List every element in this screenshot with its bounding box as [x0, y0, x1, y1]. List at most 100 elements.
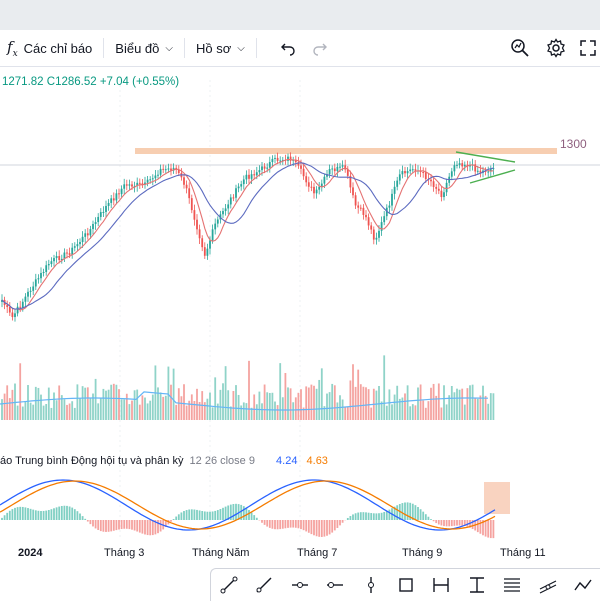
candle-body: [225, 208, 227, 211]
candle-body: [113, 198, 115, 200]
macd-histogram-bar: [61, 506, 63, 520]
macd-histogram-bar: [407, 502, 409, 520]
candle-body: [446, 183, 448, 192]
volume-bar: [227, 390, 229, 420]
macd-histogram-bar: [43, 511, 45, 520]
price-range-icon[interactable]: [429, 573, 453, 597]
volume-bar: [30, 403, 32, 420]
candle-body: [160, 169, 162, 175]
chart-type-dropdown[interactable]: Biểu đồ ⌵: [108, 30, 180, 66]
macd-histogram-bar: [25, 507, 27, 520]
macd-histogram-bar: [305, 520, 307, 531]
candle-body: [212, 229, 214, 240]
macd-histogram-bar: [368, 513, 370, 520]
macd-histogram-bar: [298, 520, 300, 528]
profile-dropdown[interactable]: Hồ sơ ⌵: [189, 30, 252, 66]
candle-body: [443, 192, 445, 197]
candle-body: [274, 158, 276, 159]
x-axis-label: Tháng 11: [500, 547, 546, 559]
volume-bar: [110, 385, 112, 420]
volume-bar: [487, 404, 489, 420]
date-range-icon[interactable]: [465, 573, 489, 597]
volume-bar: [334, 385, 336, 420]
macd-histogram-bar: [487, 520, 489, 538]
macd-legend[interactable]: áo Trung bình Động hội tụ và phân kỳ 12 …: [0, 455, 328, 467]
candle-body: [183, 177, 185, 184]
candle-body: [373, 230, 375, 240]
macd-histogram-bar: [144, 520, 146, 534]
candle-body: [139, 183, 141, 184]
redo-icon[interactable]: [308, 36, 332, 60]
triangle-lower-line: [470, 170, 515, 183]
volume-bar: [461, 389, 463, 420]
volume-bar: [45, 404, 47, 420]
candle-body: [313, 187, 315, 193]
candle-body: [74, 246, 76, 247]
macd-histogram-bar: [277, 520, 279, 529]
volume-bar: [32, 405, 34, 420]
horizontal-ray-icon[interactable]: [288, 573, 312, 597]
indicators-button[interactable]: fx Các chỉ báo: [0, 30, 99, 66]
ray-icon[interactable]: [252, 573, 276, 597]
candle-body: [22, 302, 24, 308]
fib-icon[interactable]: [500, 573, 524, 597]
volume-bar: [105, 391, 107, 420]
macd-histogram-bar: [77, 511, 79, 520]
macd-histogram-bar: [126, 520, 128, 529]
browser-top-strip: [0, 0, 600, 30]
settings-gear-icon[interactable]: [544, 36, 568, 60]
rectangle-icon[interactable]: [394, 573, 418, 597]
volume-bar: [77, 384, 79, 420]
volume-bar: [173, 369, 175, 420]
macd-histogram-bar: [191, 509, 193, 520]
candle-body: [56, 256, 58, 258]
horizontal-line-icon[interactable]: [323, 573, 347, 597]
trend-line-icon[interactable]: [217, 573, 241, 597]
candle-body: [45, 265, 47, 272]
candle-body: [48, 264, 50, 265]
undo-icon[interactable]: [276, 36, 300, 60]
volume-bar: [292, 402, 294, 420]
macd-histogram-bar: [485, 520, 487, 537]
price-chart[interactable]: [0, 66, 600, 556]
volume-bar: [370, 408, 372, 420]
macd-params: 12 26 close 9: [190, 455, 255, 467]
candle-body: [248, 175, 250, 179]
macd-histogram-bar: [261, 520, 263, 523]
macd-histogram-bar: [194, 510, 196, 520]
candle-body: [227, 204, 229, 208]
vertical-line-icon[interactable]: [359, 573, 383, 597]
candle-body: [277, 158, 279, 161]
zoom-search-icon[interactable]: [508, 36, 532, 60]
volume-bar: [331, 384, 333, 420]
volume-bar: [64, 399, 66, 420]
volume-bar: [181, 396, 183, 420]
candle-body: [331, 168, 333, 169]
volume-bar: [157, 387, 159, 420]
volume-bar: [136, 390, 138, 420]
volume-bar: [51, 408, 53, 420]
signal-line: [0, 481, 495, 529]
macd-histogram-bar: [279, 520, 281, 529]
macd-histogram-bar: [233, 504, 235, 520]
fullscreen-icon[interactable]: [576, 36, 600, 60]
volume-bar: [113, 384, 115, 420]
macd-histogram-bar: [121, 520, 123, 529]
candle-body: [355, 195, 357, 205]
macd-histogram-bar: [318, 520, 320, 537]
volume-bar: [121, 399, 123, 420]
candle-body: [451, 171, 453, 176]
volume-bar: [142, 395, 144, 420]
drawing-toolbar: [210, 568, 600, 601]
candle-body: [201, 238, 203, 247]
volume-bar: [352, 364, 354, 420]
macd-histogram-bar: [363, 512, 365, 520]
path-icon[interactable]: [571, 573, 595, 597]
macd-histogram-bar: [350, 516, 352, 520]
macd-histogram-bar: [329, 520, 331, 534]
macd-histogram-bar: [435, 520, 437, 523]
candle-body: [38, 278, 40, 279]
macd-histogram-bar: [118, 520, 120, 529]
regression-icon[interactable]: [536, 573, 560, 597]
volume-bar: [485, 396, 487, 420]
